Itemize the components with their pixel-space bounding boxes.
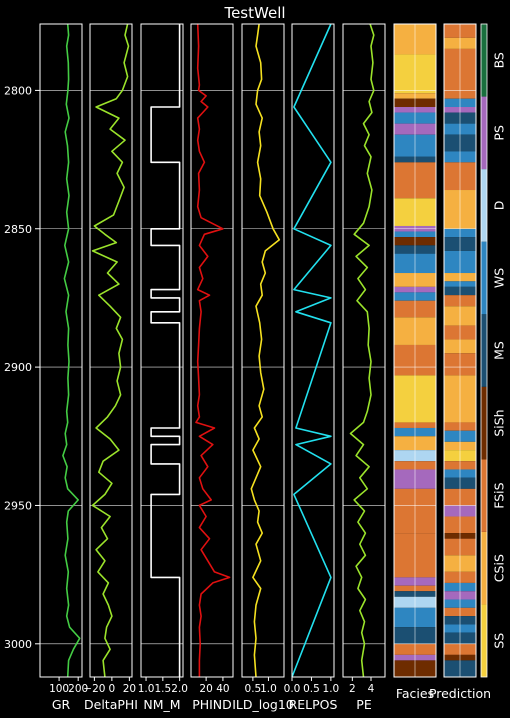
chart-title: TestWell xyxy=(223,4,285,22)
curve-deltaphi xyxy=(91,23,130,678)
track-label: NM_M xyxy=(143,697,180,712)
curve-gr xyxy=(62,23,81,678)
depth-tick-label: 2900 xyxy=(4,361,32,374)
track-relpos: 0.0 0.5 1.0 RELPOS xyxy=(284,23,340,712)
colorbar-label: MS xyxy=(492,341,507,360)
x-tick-label: 0 xyxy=(109,683,116,695)
colorbar-label: SS xyxy=(492,633,507,649)
colorbar-swatch xyxy=(481,96,487,170)
track-pe: 2 4 PE xyxy=(342,23,386,712)
curve-relpos xyxy=(291,23,332,678)
track-label: PHIND xyxy=(192,697,232,712)
x-tick-label: 2 xyxy=(349,683,356,695)
depth-tick-label: 3000 xyxy=(4,638,32,651)
colorbar-swatch xyxy=(481,169,487,242)
x-tick-label: 2.0 xyxy=(171,683,188,695)
x-tick-label: 1.0 xyxy=(323,683,340,695)
track-label: PE xyxy=(356,697,372,712)
colorbar-swatch xyxy=(481,459,487,532)
x-tick-label: 20 xyxy=(199,683,212,695)
colorbar-label: WS xyxy=(492,268,507,288)
track-frame xyxy=(39,23,83,678)
track-frame xyxy=(190,23,234,678)
facies-column-label: Prediction xyxy=(429,686,491,701)
colorbar-swatch xyxy=(481,241,487,315)
curve-pe xyxy=(349,23,375,678)
x-tick-label: 40 xyxy=(216,683,229,695)
x-tick-label: 0.5 xyxy=(245,683,262,695)
curve-ild-log10 xyxy=(250,23,281,678)
track-label: RELPOS xyxy=(289,697,338,712)
x-tick-label: 0.0 xyxy=(284,683,301,695)
facies-frame xyxy=(393,23,437,678)
x-tick-label: 1.0 xyxy=(260,683,277,695)
depth-axis: 2800 2850 2900 2950 3000 xyxy=(4,84,40,651)
x-tick-label: 200 xyxy=(68,683,88,695)
depth-tick-label: 2950 xyxy=(4,499,32,512)
facies-column-prediction: Prediction xyxy=(429,23,491,701)
colorbar-swatch xyxy=(481,386,487,460)
x-tick-label: 1.0 xyxy=(138,683,155,695)
track-phind: 20 40 PHIND xyxy=(190,23,234,712)
track-frame xyxy=(291,23,335,678)
track-deltaphi: −20 0 20 DeltaPHI xyxy=(83,23,138,712)
colorbar-swatch xyxy=(481,604,487,677)
track-label: ILD_log10 xyxy=(232,697,294,712)
depth-tick-label: 2850 xyxy=(4,223,32,236)
colorbar-swatch xyxy=(481,314,487,387)
colorbar-swatch xyxy=(481,531,487,605)
curve-phind xyxy=(195,23,231,677)
curve-nm-m xyxy=(150,24,181,677)
facies-column-label: Facies xyxy=(396,686,434,701)
colorbar-label: BS xyxy=(492,52,507,68)
track-frame xyxy=(89,23,133,678)
colorbar-label: SiSh xyxy=(492,409,507,436)
track-ild-log10: 0.51.0 ILD_log10 xyxy=(232,23,294,712)
facies-column-facies: Facies xyxy=(393,23,437,701)
track-nm-m: 1.0 1.5 2.0 NM_M xyxy=(138,23,188,712)
track-frame xyxy=(241,23,285,678)
colorbar-label: CSiS xyxy=(492,554,507,582)
colorbar-label: PS xyxy=(492,125,507,141)
x-tick-label: 4 xyxy=(368,683,375,695)
colorbar-label: D xyxy=(492,201,507,211)
colorbar-label: FSiS xyxy=(492,482,507,508)
track-gr: 100 200 GR xyxy=(39,23,88,712)
track-label: GR xyxy=(52,697,71,712)
x-tick-label: 20 xyxy=(123,683,136,695)
x-tick-label: 100 xyxy=(49,683,69,695)
facies-colorbar: SS CSiS FSiS SiSh MS WS D PS BS xyxy=(480,23,507,678)
colorbar-swatch xyxy=(481,24,487,97)
track-frame xyxy=(342,23,386,678)
facies-frame xyxy=(443,23,477,678)
x-tick-label: −20 xyxy=(83,683,105,695)
track-frame xyxy=(140,23,184,678)
x-tick-label: 0.5 xyxy=(303,683,320,695)
track-label: DeltaPHI xyxy=(84,697,138,712)
colorbar-frame xyxy=(480,23,488,678)
depth-tick-label: 2800 xyxy=(4,84,32,97)
x-tick-label: 1.5 xyxy=(154,683,171,695)
